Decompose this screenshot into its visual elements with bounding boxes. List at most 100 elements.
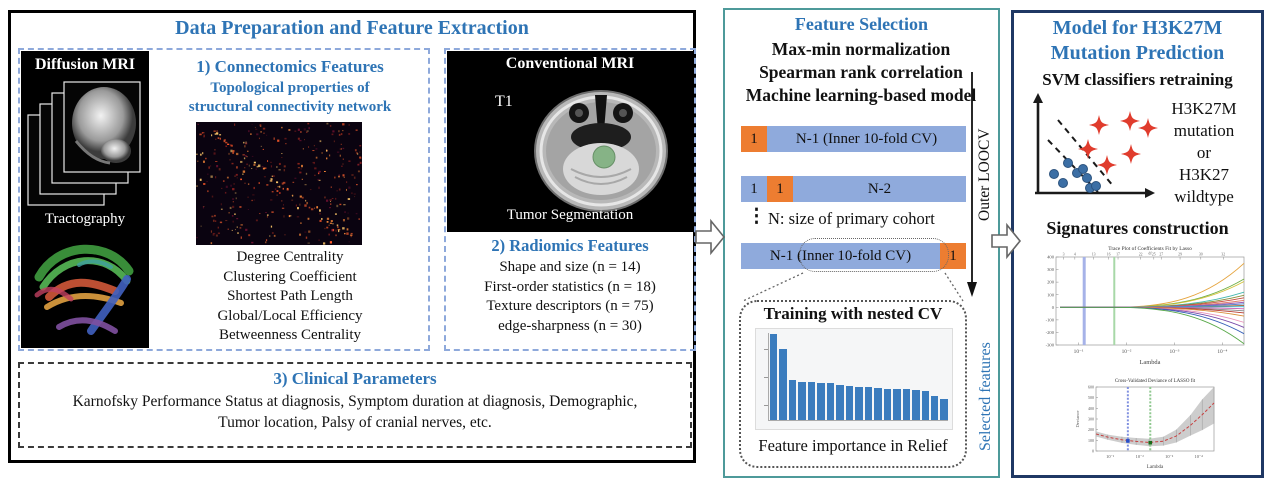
- relief-bar: [788, 380, 797, 420]
- conventional-mri-box: Conventional MRI T1 Tumor Segmentation: [447, 51, 693, 232]
- wildtype-point: [1082, 173, 1092, 183]
- relief-bar: [912, 390, 920, 420]
- connectomics-feature: Shortest Path Length: [227, 288, 353, 304]
- svg-text:13: 13: [1092, 253, 1096, 257]
- relief-bar: [855, 387, 863, 420]
- training-title: Training with nested CV: [763, 304, 943, 323]
- clinical-line-1: Karnofsky Performance Status at diagnosi…: [72, 393, 638, 410]
- svg-text:4: 4: [1074, 253, 1076, 257]
- svg-text:-100: -100: [1046, 317, 1055, 322]
- svg-text:Lambda: Lambda: [1140, 359, 1161, 366]
- connectomics-feature: Degree Centrality: [236, 249, 344, 265]
- callout-rect: [799, 238, 949, 272]
- radiomics-feature-list: Shape and size (n = 14) First-order stati…: [448, 258, 692, 336]
- method-spearman: Spearman rank correlation: [759, 62, 963, 82]
- svg-text:10⁻¹: 10⁻¹: [1106, 454, 1115, 459]
- wildtype-point: [1078, 164, 1088, 174]
- svg-text:10⁻⁴: 10⁻⁴: [1195, 454, 1204, 459]
- svm-scatter-plot: [1033, 93, 1158, 198]
- diffusion-mri-title: Diffusion MRI: [34, 56, 135, 73]
- svg-text:df: df: [1148, 251, 1152, 256]
- connectomics-feature: Clustering Coefficient: [223, 268, 357, 285]
- connectomics-title: 1) Connectomics Features: [196, 57, 384, 76]
- cohort-note: N: size of primary cohort: [768, 209, 935, 228]
- svg-text:300: 300: [1047, 267, 1055, 272]
- svg-text:3: 3: [1063, 253, 1065, 257]
- relief-bar: [845, 386, 854, 420]
- method-ml-model: Machine learning-based model: [745, 85, 977, 105]
- class-label: wildtype: [1174, 187, 1234, 206]
- diffusion-mri-box: Diffusion MRI Tractography: [21, 51, 149, 348]
- class-label: H3K27M: [1171, 99, 1237, 118]
- relief-bar: [921, 391, 929, 420]
- svg-text:10⁻⁴: 10⁻⁴: [1217, 349, 1227, 355]
- svg-text:100: 100: [1088, 438, 1094, 443]
- feature-selection-title: Feature Selection: [794, 14, 929, 34]
- svg-text:400: 400: [1088, 406, 1094, 411]
- svg-text:10⁻³: 10⁻³: [1170, 349, 1180, 355]
- relief-bar: [940, 399, 948, 420]
- mutation-point: [1097, 155, 1117, 175]
- svg-text:10⁻²: 10⁻²: [1122, 349, 1132, 355]
- relief-bar: [807, 382, 816, 420]
- svm-title: SVM classifiers retraining: [1042, 70, 1233, 89]
- panel-title: Data Preparation and Feature Extraction: [175, 17, 529, 39]
- connectomics-feature: Betweenness Centrality: [218, 327, 362, 343]
- svg-text:Lambda: Lambda: [1147, 465, 1164, 470]
- relief-bar: [779, 349, 787, 420]
- cv-row-1: 1 N-1 (Inner 10-fold CV): [741, 126, 966, 152]
- svg-text:Deviance: Deviance: [1075, 411, 1080, 428]
- t1-label: T1: [495, 93, 513, 110]
- svg-text:200: 200: [1088, 427, 1094, 432]
- svg-text:-300: -300: [1046, 343, 1055, 348]
- mutation-point: [1138, 118, 1158, 138]
- svg-text:600: 600: [1088, 385, 1094, 390]
- svg-text:300: 300: [1088, 417, 1094, 422]
- radiomics-title: 2) Radiomics Features: [491, 236, 649, 255]
- method-maxmin: Max-min normalization: [771, 39, 951, 59]
- outer-loocv-arrow: [967, 72, 977, 297]
- connectomics-subtitle-2: structural connectivity network: [188, 99, 392, 115]
- radiomics-feature: Texture descriptors (n = 75): [486, 298, 654, 314]
- model-title: Model for H3K27M Mutation Prediction: [1011, 16, 1264, 66]
- svg-text:Cross-Validated Deviance of LA: Cross-Validated Deviance of LASSO fit: [1115, 379, 1196, 384]
- relief-bar: [826, 383, 835, 420]
- connectivity-matrix-image: [196, 122, 362, 245]
- cv-cell: 1: [767, 176, 793, 202]
- svg-text:32: 32: [1221, 253, 1225, 257]
- relief-bar: [798, 382, 806, 420]
- conventional-mri-title: Conventional MRI: [505, 55, 635, 72]
- tractography-label: Tractography: [44, 211, 126, 227]
- svg-text:400: 400: [1047, 255, 1055, 260]
- svg-text:-200: -200: [1046, 330, 1055, 335]
- class-labels: H3K27M mutation or H3K27 wildtype: [1150, 98, 1258, 208]
- relief-bar: [902, 389, 911, 420]
- relief-bar: [883, 389, 892, 420]
- wildtype-point: [1049, 169, 1059, 179]
- signatures-title: Signatures construction: [1046, 218, 1229, 238]
- connectomics-feature: Global/Local Efficiency: [217, 307, 363, 324]
- svg-text:17: 17: [1116, 253, 1120, 257]
- tumor-segmentation-label: Tumor Segmentation: [506, 207, 634, 223]
- connectomics-box: [18, 48, 430, 351]
- lasso-deviance-plot: Cross-Validated Deviance of LASSO fit 0 10…: [1075, 379, 1215, 470]
- class-label: mutation: [1173, 121, 1235, 140]
- tractography-image: [34, 244, 134, 335]
- relief-bar: [893, 389, 901, 420]
- flow-arrow-left-to-middle: [695, 218, 726, 256]
- selected-features-label: Selected features: [977, 342, 994, 452]
- relief-bar: [864, 387, 873, 420]
- svg-text:100: 100: [1047, 292, 1055, 297]
- svg-text:30: 30: [1199, 253, 1203, 257]
- cv-cell: N-2: [793, 176, 966, 202]
- cv-ellipsis: ⋮: [747, 206, 766, 227]
- relief-bar: [930, 396, 939, 420]
- svg-text:Trace Plot of Coefficients Fit: Trace Plot of Coefficients Fit by Lasso: [1108, 245, 1192, 252]
- relief-bar-chart: [755, 328, 953, 430]
- radiomics-feature: Shape and size (n = 14): [499, 259, 641, 275]
- svg-text:16: 16: [1107, 253, 1111, 257]
- t1-brain-image: [534, 90, 668, 212]
- relief-bar: [817, 383, 825, 420]
- wildtype-point: [1058, 178, 1068, 188]
